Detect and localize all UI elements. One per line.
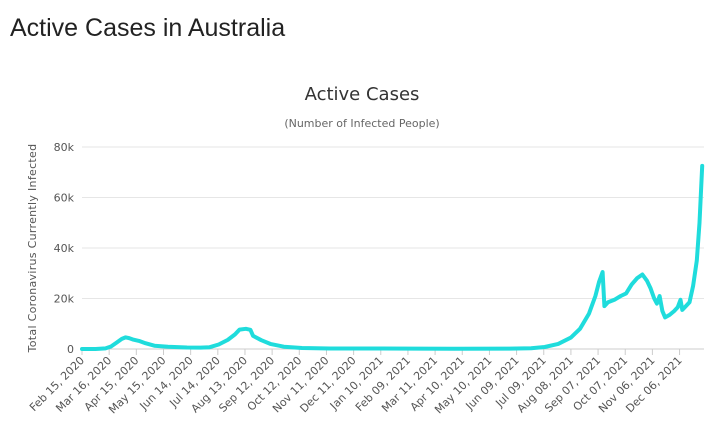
y-tick-label: 80k bbox=[54, 141, 75, 154]
page-title: Active Cases in Australia bbox=[10, 14, 286, 42]
y-tick-label: 60k bbox=[54, 192, 75, 205]
y-axis-ticks: 0 20k 40k 60k 80k bbox=[54, 141, 75, 356]
series-layer bbox=[80, 163, 705, 351]
y-tick-label: 0 bbox=[67, 343, 74, 356]
y-tick-label: 20k bbox=[54, 293, 75, 306]
y-tick-label: 40k bbox=[54, 242, 75, 255]
chart-title: Active Cases bbox=[305, 84, 420, 105]
y-axis-title: Total Coronavirus Currently Infected bbox=[26, 144, 39, 354]
chart-subtitle: (Number of Infected People) bbox=[284, 117, 439, 130]
active-cases-line bbox=[80, 163, 705, 351]
gridlines bbox=[82, 146, 704, 350]
